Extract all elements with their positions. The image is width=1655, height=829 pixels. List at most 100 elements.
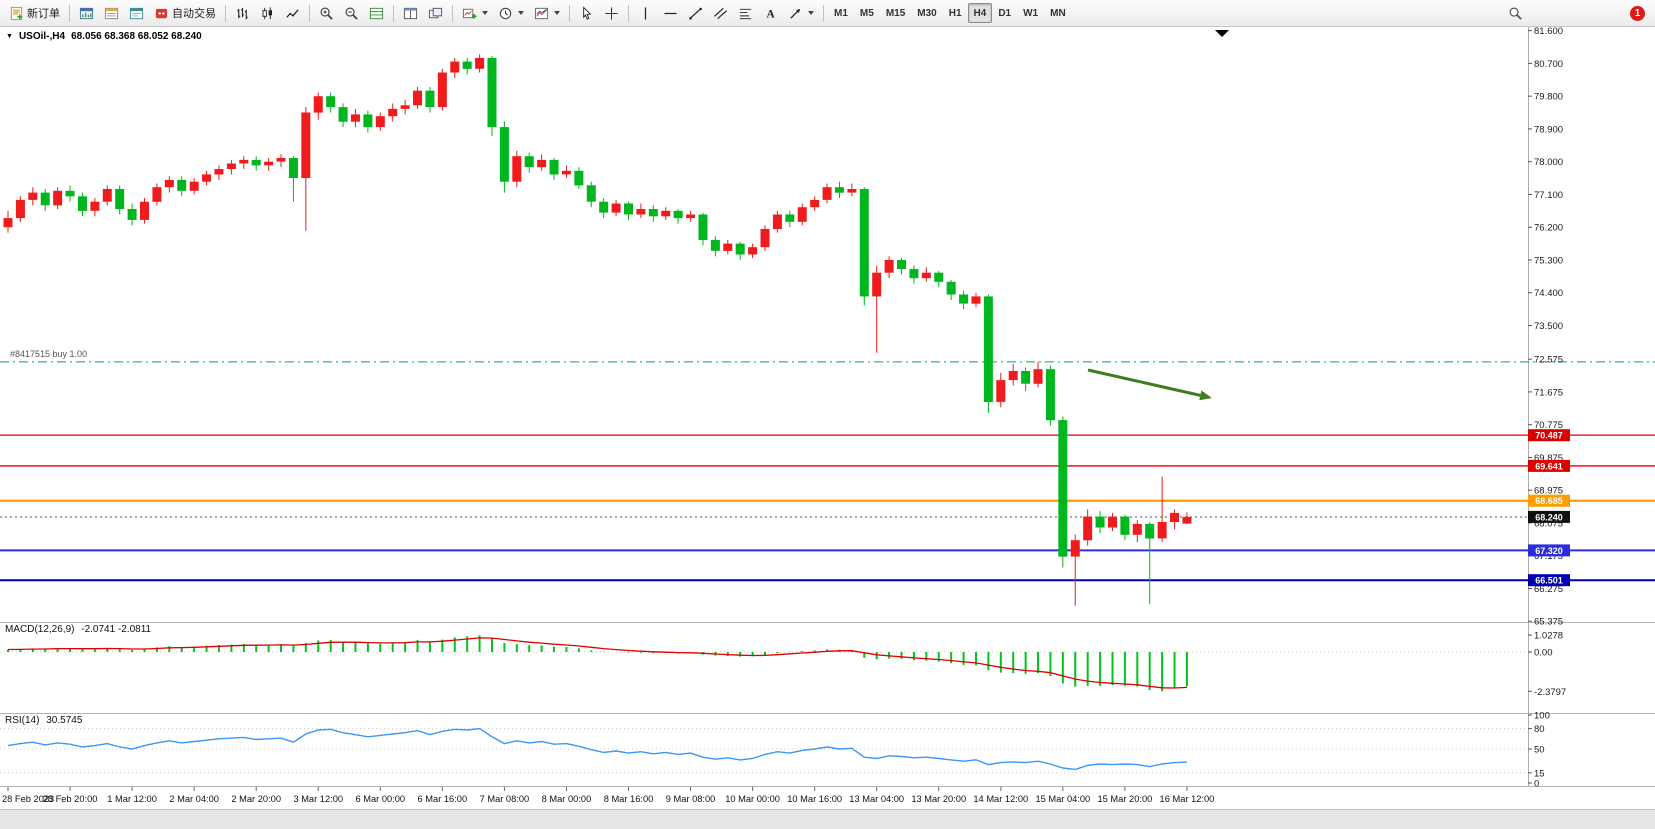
tile-windows-button[interactable] (398, 2, 423, 24)
timeframe-button-m15[interactable]: M15 (880, 3, 911, 23)
channel-button[interactable] (708, 2, 733, 24)
auto-trading-icon (154, 6, 169, 21)
svg-text:13 Mar 04:00: 13 Mar 04:00 (849, 794, 904, 804)
search-button[interactable] (1503, 2, 1528, 24)
svg-text:74.400: 74.400 (1534, 288, 1563, 299)
rsi-values: 30.5745 (46, 715, 83, 726)
chart-shift-marker[interactable] (1215, 30, 1229, 37)
svg-text:70.775: 70.775 (1534, 420, 1563, 431)
zoom-in-button[interactable] (314, 2, 339, 24)
rsi-indicator-label: RSI(14) 30.5745 (5, 715, 82, 726)
svg-text:68.240: 68.240 (1535, 512, 1563, 522)
toolbar: 新订单 自动交易 A M1 M (0, 0, 1655, 27)
cursor-icon (579, 5, 594, 21)
indicator-guides (0, 651, 1528, 774)
timeframe-button-m30[interactable]: M30 (911, 3, 942, 23)
position-label: #8417515 buy 1.00 (10, 349, 88, 359)
arrows-button[interactable] (783, 2, 819, 24)
price-tags: 70.487 69.641 68.685 67.320 66.501 68.240 (1528, 429, 1570, 587)
timeframe-button-d1[interactable]: D1 (992, 3, 1017, 23)
timeframe-group: M1 M5 M15 M30 H1 H4 D1 W1 MN (828, 3, 1072, 23)
svg-text:16 Mar 12:00: 16 Mar 12:00 (1160, 794, 1215, 804)
period-dropdown[interactable] (493, 2, 529, 24)
add-indicator-dropdown[interactable] (457, 2, 493, 24)
svg-text:13 Mar 20:00: 13 Mar 20:00 (911, 794, 966, 804)
symbol-label: USOil-,H4 (18, 31, 66, 42)
auto-trading-button[interactable]: 自动交易 (149, 2, 221, 24)
ohlc-values: 68.056 68.368 68.052 68.240 (71, 31, 202, 42)
svg-text:77.100: 77.100 (1534, 190, 1563, 201)
data-window-icon (129, 6, 144, 21)
horizontal-line-button[interactable] (658, 2, 683, 24)
svg-text:15 Mar 04:00: 15 Mar 04:00 (1035, 794, 1090, 804)
template-dropdown[interactable] (529, 2, 565, 24)
svg-text:15 Mar 20:00: 15 Mar 20:00 (1098, 794, 1153, 804)
fibonacci-button[interactable] (733, 2, 758, 24)
bar-chart-button[interactable] (230, 2, 255, 24)
crosshair-icon (604, 6, 619, 21)
vertical-line-button[interactable] (633, 2, 658, 24)
charts-window-button[interactable] (74, 2, 99, 24)
toolbar-separator (628, 4, 629, 22)
svg-text:68.975: 68.975 (1534, 486, 1563, 497)
timeframe-button-h1[interactable]: H1 (943, 3, 968, 23)
svg-text:9 Mar 08:00: 9 Mar 08:00 (666, 794, 716, 804)
timeframe-button-mn[interactable]: MN (1044, 3, 1072, 23)
level-lines[interactable] (0, 434, 1655, 582)
cascade-windows-button[interactable] (423, 2, 448, 24)
svg-text:100: 100 (1534, 711, 1550, 722)
vertical-line-icon (638, 6, 653, 21)
svg-text:28 Feb 20:00: 28 Feb 20:00 (43, 794, 98, 804)
timeframe-button-h4[interactable]: H4 (967, 3, 993, 23)
svg-text:68.075: 68.075 (1534, 519, 1563, 530)
timeframe-button-w1[interactable]: W1 (1017, 3, 1044, 23)
horizontal-scrollbar[interactable] (0, 809, 1655, 829)
timeframe-button-m5[interactable]: M5 (854, 3, 880, 23)
trendline-button[interactable] (683, 2, 708, 24)
chart-window-icon (79, 6, 94, 21)
svg-text:72.575: 72.575 (1534, 355, 1563, 366)
timeframe-button-m1[interactable]: M1 (828, 3, 854, 23)
new-order-button[interactable]: 新订单 (4, 2, 65, 24)
cursor-button[interactable] (574, 2, 599, 24)
rsi-title: RSI(14) (5, 715, 40, 726)
fibonacci-icon (738, 6, 753, 21)
panel-separators (0, 27, 1655, 787)
symbol-dropdown-icon[interactable]: ▼ (6, 32, 13, 40)
text-icon: A (763, 6, 778, 21)
annotation-arrow[interactable] (1087, 368, 1212, 401)
market-watch-button[interactable] (99, 2, 124, 24)
svg-text:81.600: 81.600 (1534, 26, 1563, 37)
svg-text:69.641: 69.641 (1535, 461, 1563, 471)
trendline-icon (688, 6, 703, 21)
svg-text:3 Mar 12:00: 3 Mar 12:00 (293, 794, 343, 804)
market-watch-icon (104, 6, 119, 21)
data-window-button[interactable] (124, 2, 149, 24)
new-order-label: 新订单 (27, 8, 60, 20)
svg-text:15: 15 (1534, 768, 1545, 779)
svg-text:71.675: 71.675 (1534, 387, 1563, 398)
svg-text:80.700: 80.700 (1534, 59, 1563, 70)
svg-text:10 Mar 00:00: 10 Mar 00:00 (725, 794, 780, 804)
search-icon (1508, 6, 1523, 21)
indicator-windows-button[interactable] (364, 2, 389, 24)
line-chart-button[interactable] (280, 2, 305, 24)
horizontal-line-icon (663, 6, 678, 21)
candlestick-chart-button[interactable] (255, 2, 280, 24)
text-button[interactable]: A (758, 2, 783, 24)
new-order-icon (9, 6, 24, 21)
svg-text:67.175: 67.175 (1534, 551, 1563, 562)
svg-text:67.320: 67.320 (1535, 546, 1563, 556)
dropdown-caret-icon (518, 11, 524, 15)
line-chart-icon (285, 6, 300, 21)
svg-text:65.375: 65.375 (1534, 617, 1563, 628)
zoom-out-button[interactable] (339, 2, 364, 24)
crosshair-button[interactable] (599, 2, 624, 24)
dropdown-caret-icon (808, 11, 814, 15)
price-axis[interactable]: 81.600 80.700 79.800 78.900 78.000 77.100 76.2… (1528, 26, 1566, 790)
notification-badge[interactable]: 1 (1630, 5, 1645, 21)
svg-text:50: 50 (1534, 745, 1545, 756)
